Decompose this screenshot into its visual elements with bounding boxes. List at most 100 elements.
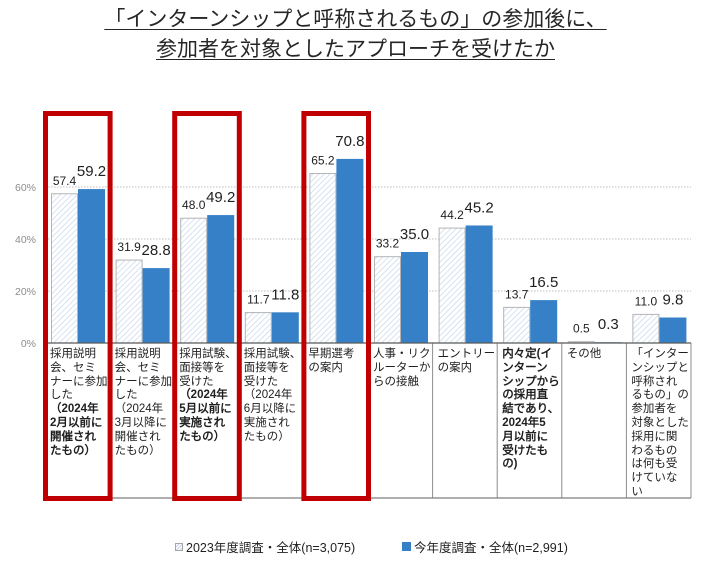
value-label-current-year: 45.2 — [464, 199, 493, 216]
category-label-line: 面接等を — [179, 361, 226, 374]
bar-2023 — [374, 256, 401, 344]
y-tick-label: 0% — [21, 338, 36, 350]
value-label-current-year: 70.8 — [335, 133, 364, 150]
bar-2023 — [438, 227, 466, 344]
y-tick-label: 60% — [15, 182, 36, 194]
category-label-line: 月以前に — [502, 430, 549, 443]
bar-current-year — [659, 317, 687, 343]
legend-label-2023: 2023年度調査・全体(n=3,075) — [186, 541, 356, 555]
category-label-line: 3月以降に — [114, 416, 167, 429]
value-label-current-year: 35.0 — [400, 226, 429, 243]
category-label-line: 2月以前に — [50, 416, 103, 429]
category-label-line: （2024年 — [243, 389, 293, 402]
category-label-line: シップから — [502, 375, 560, 388]
category-label-line: ンシップと — [631, 361, 689, 374]
category-label: 採用説明 会、セミ ナーに参加 した （2024年 3月以降に 開催され たもの） — [115, 348, 173, 458]
value-label-current-year: 16.5 — [529, 274, 558, 291]
value-label-current-year: 28.8 — [141, 242, 170, 259]
category-label: 採用試験、 面接等を 受けた （2024年 6月以降に 実施され たもの） — [244, 348, 302, 445]
category-label-line: 5月以前に — [179, 403, 232, 416]
category-label-line: エントリー — [437, 348, 496, 360]
highlight-box — [301, 111, 371, 501]
category-label-line: 採用説明 — [114, 348, 161, 360]
category-label-line: （2024年 — [179, 389, 228, 402]
bar-2023 — [115, 259, 143, 344]
category-label-line: 採用試験、 — [179, 348, 237, 360]
chart-title-line-2-text: 参加者を対象としたアプローチを受けたか — [156, 38, 555, 61]
legend-swatch-solid-icon — [402, 542, 411, 551]
bar-2023 — [309, 172, 337, 344]
value-label-2023: 0.5 — [573, 322, 590, 336]
category-label-line: たもの） — [179, 430, 226, 443]
category-label-line: 参加者を — [631, 403, 678, 416]
value-label-2023: 11.7 — [247, 293, 270, 307]
category-label-line: の案内 — [308, 361, 343, 374]
category-label-line: 面接等を — [243, 361, 290, 374]
category-label-line: たもの） — [50, 444, 96, 457]
value-label-2023: 31.9 — [117, 240, 141, 254]
value-label-2023: 11.0 — [635, 294, 658, 308]
category-label-line: 会、セミ — [114, 361, 161, 374]
category-label: エントリー の案内 — [438, 348, 496, 376]
category-label-line: の) — [502, 458, 518, 471]
category-label-line: 人事・リク — [373, 348, 431, 360]
category-label-line: の案内 — [437, 361, 473, 374]
category-label-line: （2024年 — [114, 403, 164, 416]
category-label: 早期選考 の案内 — [308, 348, 354, 376]
chart-title-line-1-text: 「インターンシップと呼称されるもの」の参加後に、 — [104, 8, 607, 31]
y-tick-label: 40% — [15, 234, 36, 246]
bar-current-year — [401, 252, 428, 343]
category-label-line: 採用説明 — [50, 348, 96, 360]
category-label-line: 内々定(イ — [502, 348, 553, 360]
bar-current-year — [530, 300, 558, 343]
category-label-line: るもの」の — [631, 389, 689, 402]
category-label-line: たもの） — [243, 430, 290, 443]
category-label-line: けていな — [631, 472, 678, 485]
chart-title-line-1: 「インターンシップと呼称されるもの」の参加後に、 — [0, 7, 711, 33]
category-label-line: 受けた — [243, 375, 279, 388]
category-label-line: 「インター — [631, 348, 689, 360]
category-label-line: 会、セミ — [50, 361, 96, 374]
bar-2023 — [51, 193, 78, 344]
category-label: 内々定(イ ンターン シップから の採用直 結であり、 2024年5 月以前に 受けたも の) — [502, 348, 560, 472]
value-label-current-year: 49.2 — [206, 189, 235, 206]
value-label-2023: 57.4 — [53, 174, 77, 188]
category-label-line: （2024年 — [50, 403, 99, 416]
category-label-line: 2024年5 — [502, 416, 546, 429]
category-label-line: 結であり、 — [502, 403, 560, 416]
category-label-line: した — [50, 389, 73, 402]
category-label-line: 対象とした — [631, 416, 689, 429]
value-label-current-year: 11.8 — [271, 286, 299, 303]
value-label-2023: 13.7 — [505, 287, 529, 301]
category-label-line: 6月以降に — [243, 403, 297, 416]
bar-current-year — [465, 225, 493, 343]
category-label: 人事・リク ルーターか らの接触 — [373, 348, 431, 389]
bar-current-year — [271, 312, 299, 343]
bar-current-year — [207, 215, 235, 343]
highlight-box — [43, 111, 113, 501]
highlight-boxes — [43, 111, 371, 501]
value-label-current-year: 0.3 — [598, 316, 619, 333]
category-label-line: い — [631, 485, 643, 498]
category-label: 「インター ンシップと 呼称され るもの」の 参加者を 対象とした 採用に関 わるもの は何も受… — [631, 348, 689, 500]
category-label-line: 開催され — [114, 430, 161, 443]
category-label-line: した — [114, 389, 138, 402]
category-label-line: 受けた — [179, 375, 214, 388]
y-tick-label: 20% — [15, 286, 36, 298]
category-label-line: ンターン — [502, 361, 548, 374]
legend-swatch-hatched-icon — [175, 542, 183, 551]
category-label-line: 採用試験、 — [243, 348, 302, 360]
category-label-line: 呼称され — [631, 375, 678, 388]
category-label: その他 — [567, 348, 602, 362]
category-label-line: ルーターか — [373, 361, 431, 374]
category-label: 採用説明 会、セミ ナーに参加 した （2024年 2月以前に 開催され たもの） — [50, 348, 108, 458]
bar-2023 — [632, 313, 660, 344]
chart-title-line-2: 参加者を対象としたアプローチを受けたか — [0, 37, 711, 63]
category-label-line: たもの） — [114, 444, 161, 457]
category-label-line: の採用直 — [502, 389, 549, 402]
bar-2023 — [180, 217, 208, 344]
category-label-line: らの接触 — [373, 375, 419, 388]
value-label-2023: 48.0 — [182, 198, 206, 212]
